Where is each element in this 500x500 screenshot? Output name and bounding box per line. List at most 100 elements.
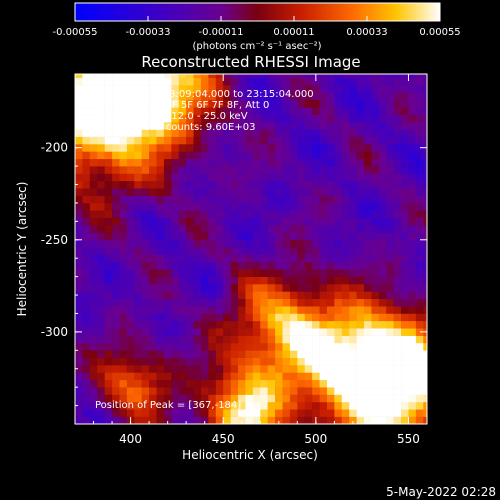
heatmap-cell: [364, 254, 372, 263]
heatmap-cell: [371, 372, 380, 381]
x-axis: 400 450 500 550: [74, 74, 428, 446]
heatmap-cell: [171, 92, 180, 101]
heatmap-cell: [149, 144, 157, 152]
heatmap-cell: [104, 136, 113, 145]
heatmap-cell: [267, 107, 276, 115]
heatmap-cell: [312, 180, 320, 189]
heatmap-cell: [193, 276, 202, 285]
heatmap-cell: [156, 114, 165, 123]
heatmap-cell: [215, 284, 224, 292]
heatmap-cell: [149, 166, 157, 174]
heatmap-cell: [252, 210, 261, 218]
heatmap-cell: [75, 379, 83, 388]
heatmap-cell: [364, 188, 372, 196]
heatmap-cell: [245, 261, 254, 270]
heatmap-cell: [208, 166, 217, 174]
heatmap-cell: [319, 313, 328, 322]
heatmap-cell: [75, 129, 83, 137]
heatmap-cell: [112, 225, 120, 233]
heatmap-cell: [119, 298, 128, 307]
heatmap-cell: [371, 114, 380, 123]
heatmap-cell: [82, 195, 91, 204]
heatmap-cell: [89, 74, 98, 78]
heatmap-cell: [319, 365, 328, 373]
heatmap-cell: [200, 350, 209, 358]
heatmap-cell: [393, 202, 402, 211]
heatmap-cell: [334, 247, 343, 255]
heatmap-cell: [408, 195, 417, 204]
heatmap-cell: [260, 357, 268, 366]
heatmap-cell: [297, 342, 306, 351]
heatmap-cell: [215, 387, 224, 395]
heatmap-cell: [304, 202, 313, 211]
heatmap-cell: [408, 401, 417, 410]
heatmap-cell: [186, 261, 194, 270]
heatmap-cell: [141, 158, 150, 167]
heatmap-cell: [371, 107, 380, 115]
heatmap-cell: [238, 261, 246, 270]
heatmap-cell: [141, 232, 150, 241]
heatmap-cell: [408, 158, 417, 167]
heatmap-cell: [119, 107, 128, 115]
heatmap-cell: [260, 365, 268, 373]
heatmap-cell: [149, 269, 157, 277]
heatmap-cell: [282, 188, 291, 196]
heatmap-cell: [289, 74, 298, 78]
heatmap-cell: [178, 350, 187, 358]
heatmap-cell: [371, 202, 380, 211]
heatmap-cell: [163, 99, 172, 108]
heatmap-cell: [245, 387, 254, 395]
heatmap-cell: [364, 335, 372, 344]
heatmap-cell: [289, 298, 298, 307]
heatmap-cell: [260, 239, 268, 248]
heatmap-cell: [223, 92, 231, 101]
heatmap-cell: [378, 151, 387, 160]
heatmap-cell: [178, 121, 187, 130]
heatmap-cell: [223, 313, 231, 322]
heatmap-cell: [297, 173, 306, 182]
heatmap-cell: [223, 180, 231, 189]
heatmap-cell: [141, 74, 150, 78]
heatmap-cell: [230, 114, 239, 123]
heatmap-cell: [230, 372, 239, 381]
heatmap-cell: [208, 284, 217, 292]
heatmap-cell: [75, 166, 83, 174]
heatmap-cell: [112, 99, 120, 108]
heatmap-cell: [149, 335, 157, 344]
heatmap-cell: [408, 416, 417, 424]
heatmap-cell: [97, 313, 105, 322]
heatmap-cell: [134, 342, 142, 351]
heatmap-cell: [378, 247, 387, 255]
heatmap-cell: [319, 74, 328, 78]
heatmap-cell: [341, 77, 350, 86]
heatmap-cell: [82, 225, 91, 233]
heatmap-cell: [82, 261, 91, 270]
heatmap-cell: [82, 320, 91, 329]
heatmap-cell: [423, 202, 427, 211]
heatmap-cell: [415, 77, 424, 86]
heatmap-cell: [112, 121, 120, 130]
heatmap-cell: [223, 416, 231, 424]
heatmap-cell: [200, 372, 209, 381]
heatmap-cell: [126, 350, 135, 358]
heatmap-cell: [97, 247, 105, 255]
heatmap-cell: [245, 225, 254, 233]
heatmap-cell: [208, 328, 217, 336]
heatmap-cell: [134, 401, 142, 410]
heatmap-cell: [126, 313, 135, 322]
heatmap-cell: [178, 254, 187, 263]
heatmap-cell: [289, 387, 298, 395]
heatmap-cell: [378, 276, 387, 285]
heatmap-cell: [223, 225, 231, 233]
heatmap-cell: [97, 173, 105, 182]
heatmap-cell: [141, 77, 150, 86]
heatmap-cell: [386, 129, 394, 137]
heatmap-cell: [371, 409, 380, 417]
colorbar-tick-label: 0.00033: [346, 27, 387, 38]
heatmap-cell: [178, 379, 187, 388]
heatmap-cell: [126, 144, 135, 152]
heatmap-cell: [275, 114, 283, 123]
heatmap-cell: [238, 320, 246, 329]
heatmap-cell: [260, 144, 268, 152]
heatmap-cell: [97, 77, 105, 86]
